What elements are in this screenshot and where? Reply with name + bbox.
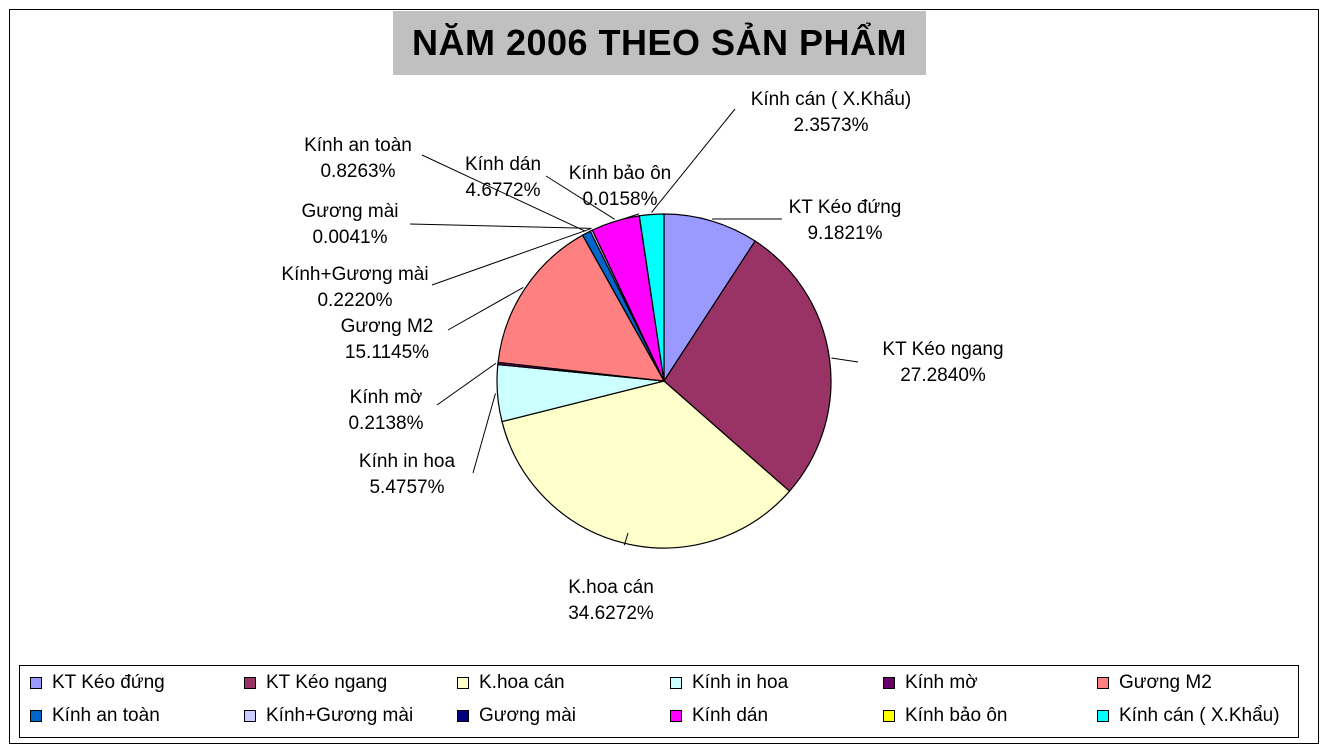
legend-swatch <box>457 677 469 689</box>
legend-label: K.hoa cán <box>479 672 565 693</box>
legend-swatch <box>670 677 682 689</box>
legend-item: Kính an toàn <box>30 705 160 727</box>
slice-label-name: Kính cán ( X.Khẩu) <box>751 89 912 110</box>
slice-label-name: KT Kéo đứng <box>789 197 902 218</box>
slice-label-value: 0.2138% <box>348 413 423 434</box>
leader-line <box>651 108 736 213</box>
legend-item: K.hoa cán <box>457 672 565 694</box>
slice-label-name: Gương M2 <box>341 316 434 337</box>
leader-line <box>421 154 586 232</box>
legend-swatch <box>1097 710 1109 722</box>
legend-item: KT Kéo đứng <box>30 672 165 694</box>
leader-line <box>472 393 496 474</box>
legend-label: Kính+Gương mài <box>266 705 414 726</box>
slice-labels: KT Kéo đứng 9.1821% KT Kéo ngang 27.2840% K.… <box>281 89 1003 624</box>
legend-item: Kính cán ( X.Khẩu) <box>1097 705 1280 727</box>
leader-line <box>431 228 591 286</box>
legend-swatch <box>1097 677 1109 689</box>
legend-item: Kính in hoa <box>670 672 788 694</box>
legend-label: Gương M2 <box>1119 672 1212 693</box>
legend-label: Kính dán <box>692 705 769 726</box>
leader-line <box>831 357 859 363</box>
legend-swatch <box>244 677 256 689</box>
legend-item: Kính mờ <box>883 672 978 694</box>
legend-label: Kính an toàn <box>52 705 160 726</box>
slice-label-value: 0.0158% <box>582 189 657 210</box>
leader-line <box>409 223 592 229</box>
slice-label-value: 0.0041% <box>312 227 387 248</box>
pie-slice <box>663 240 832 493</box>
slice-label-value: 5.4757% <box>369 477 444 498</box>
slice-label-value: 0.2220% <box>317 290 392 311</box>
leader-line <box>447 286 524 331</box>
slice-label-value: 4.6772% <box>465 180 540 201</box>
slice-label-name: Kính an toàn <box>304 135 412 156</box>
leader-line <box>619 213 640 221</box>
pie-chart: KT Kéo đứng 9.1821% KT Kéo ngang 27.2840% K.… <box>281 89 1003 624</box>
legend-item: Gương M2 <box>1097 672 1212 694</box>
slice-label-name: Kính bảo ôn <box>569 163 671 184</box>
slice-label-name: Gương mài <box>302 201 399 222</box>
slice-label-name: KT Kéo ngang <box>882 339 1003 360</box>
slice-label-name: K.hoa cán <box>568 577 654 598</box>
legend-swatch <box>883 710 895 722</box>
legend-label: Kính cán ( X.Khẩu) <box>1119 705 1280 726</box>
legend-item: Kính bảo ôn <box>883 705 1007 727</box>
legend-swatch <box>30 677 42 689</box>
slice-label-value: 0.8263% <box>320 161 395 182</box>
slice-label-value: 27.2840% <box>900 365 986 386</box>
leader-lines <box>409 108 859 546</box>
legend-swatch <box>457 710 469 722</box>
slice-label-value: 34.6272% <box>568 603 654 624</box>
legend-label: Kính mờ <box>905 672 978 693</box>
pie-slice <box>663 213 756 384</box>
pie-slice <box>638 213 665 382</box>
chart-title-box: NĂM 2006 THEO SẢN PHẨM <box>393 11 926 75</box>
chart-title: NĂM 2006 THEO SẢN PHẨM <box>411 22 908 63</box>
slice-label-name: Kính mờ <box>350 387 423 408</box>
slice-label-value: 2.3573% <box>793 115 868 136</box>
slice-label-name: Kính in hoa <box>359 451 456 472</box>
legend-swatch <box>244 710 256 722</box>
slice-label-value: 9.1821% <box>807 223 882 244</box>
legend-label: Gương mài <box>479 705 576 726</box>
legend-label: Kính bảo ôn <box>905 705 1008 726</box>
legend-swatch <box>883 677 895 689</box>
pie-slices <box>496 213 832 549</box>
legend-swatch <box>30 710 42 722</box>
legend-item: Kính dán <box>670 705 768 727</box>
slice-label-value: 15.1145% <box>345 342 429 363</box>
slice-label-name: Kính dán <box>465 154 541 175</box>
slice-label-name: Kính+Gương mài <box>281 264 428 285</box>
pie-slice <box>497 234 666 382</box>
legend-label: Kính in hoa <box>692 672 789 693</box>
chart-legend: KT Kéo đứng KT Kéo ngang K.hoa cán Kính in … <box>19 665 1299 738</box>
legend-item: KT Kéo ngang <box>244 672 387 694</box>
legend-label: KT Kéo đứng <box>52 672 165 693</box>
leader-line <box>623 532 629 546</box>
legend-swatch <box>670 710 682 722</box>
legend-label: KT Kéo ngang <box>266 672 388 693</box>
leader-line <box>545 175 615 220</box>
legend-item: Gương mài <box>457 705 576 727</box>
legend-item: Kính+Gương mài <box>244 705 413 727</box>
leader-line <box>436 362 497 406</box>
